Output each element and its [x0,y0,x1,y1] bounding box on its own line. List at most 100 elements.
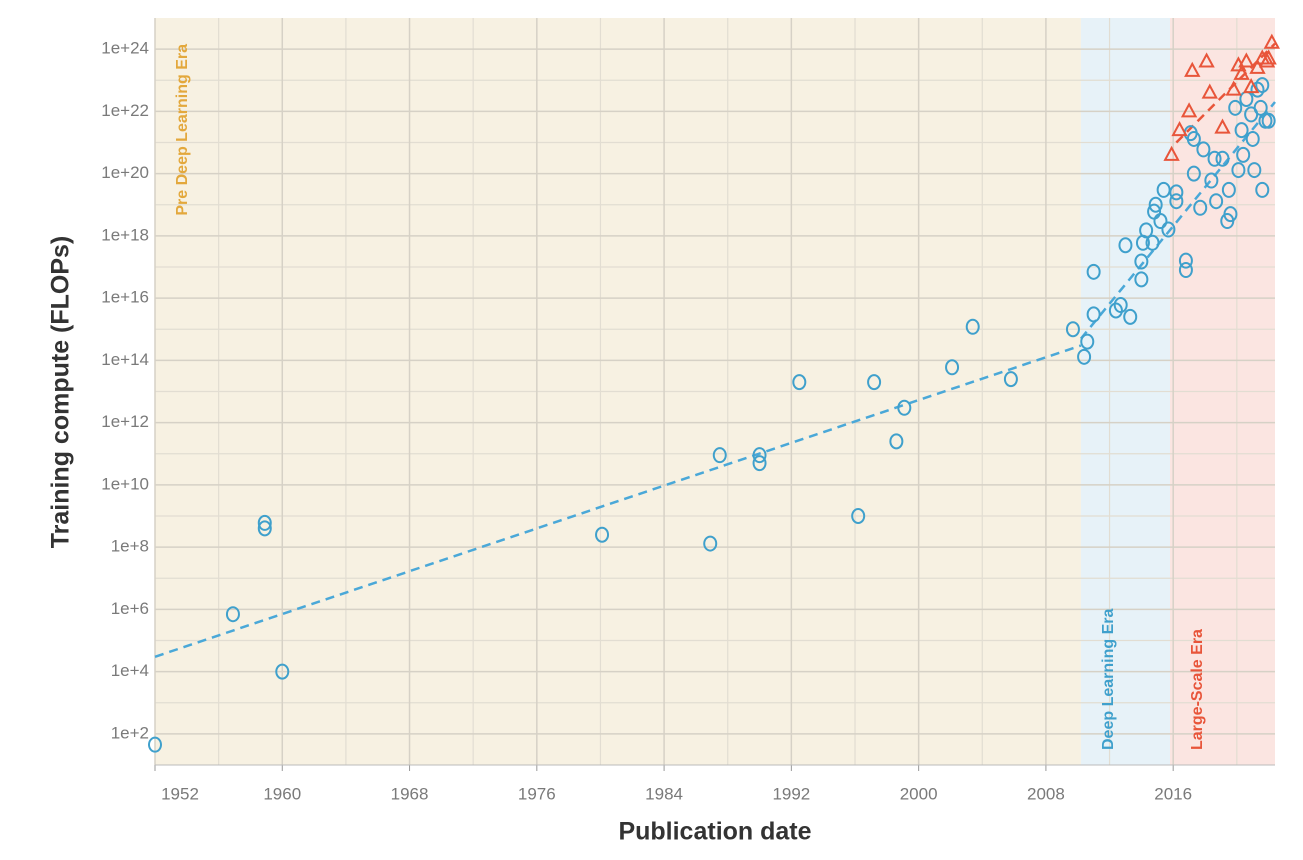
data-point [148,736,162,753]
data-point [897,399,912,416]
data-point [1236,146,1251,163]
data-point [792,374,807,391]
data-point [1255,181,1270,198]
y-tick-label: 1e+22 [101,101,149,120]
x-tick-label: 1992 [772,784,810,803]
data-point [1156,181,1171,198]
data-point [1207,150,1222,167]
x-tick-label: 1968 [391,784,429,803]
data-point [1186,130,1201,147]
data-point [752,455,767,472]
data-point [867,374,882,391]
data-point [1077,348,1092,365]
era-label: Large-Scale Era [1189,629,1206,750]
data-point [1245,130,1260,147]
data-point [1223,206,1238,223]
y-tick-label: 1e+12 [101,412,149,431]
data-point [1080,333,1095,350]
y-tick-label: 1e+24 [101,39,149,58]
y-tick-label: 1e+14 [101,350,149,369]
data-point [1263,33,1280,49]
data-point [1065,321,1080,338]
y-tick-label: 1e+20 [101,163,149,182]
trend-line [154,344,1082,658]
data-point [851,508,866,524]
data-point [1003,371,1018,388]
data-point [1086,306,1101,323]
y-tick-label: 1e+18 [101,225,149,244]
data-point [1123,308,1138,325]
data-point [1171,121,1188,137]
data-point [1255,77,1270,94]
data-point [1161,221,1176,238]
y-tick-label: 1e+6 [111,599,149,618]
data-point [1204,172,1219,189]
data-point [1169,184,1184,201]
data-point [1247,162,1262,179]
data-point [1253,99,1268,116]
data-point [712,447,727,464]
x-tick-label: 1952 [161,784,199,803]
data-point [1238,52,1255,68]
data-point [595,526,610,543]
data-point [225,606,240,623]
data-point [257,520,272,537]
y-tick-label: 1e+2 [111,723,149,742]
era-label: Deep Learning Era [1100,609,1117,750]
data-point [1086,263,1101,280]
x-axis-title: Publication date [618,818,811,846]
y-tick-label: 1e+16 [101,288,149,307]
data-point [1169,193,1184,210]
data-point [965,318,980,335]
data-point [257,514,272,531]
x-tick-label: 2016 [1154,784,1192,803]
data-point [1221,181,1236,198]
x-tick-label: 2000 [900,784,938,803]
data-point [1148,196,1163,213]
data-point [752,447,767,464]
data-point [1225,80,1242,96]
data-point [1108,302,1123,319]
data-point [1261,112,1276,129]
trend-line [1079,101,1276,340]
data-point [1153,213,1168,230]
data-point [1139,222,1154,239]
data-point [1145,234,1160,251]
data-point [1198,52,1215,68]
x-tick-label: 1984 [645,784,683,803]
data-point [703,535,718,552]
data-point [1193,199,1208,216]
y-tick-label: 1e+10 [101,474,149,493]
data-point [1180,102,1198,118]
data-point [1118,237,1133,254]
data-point [1228,99,1243,116]
marks-layer [148,33,1280,753]
x-tick-label: 2008 [1027,784,1065,803]
data-point [945,359,960,376]
y-axis-title: Training compute (FLOPs) [47,236,75,549]
data-point [1178,262,1193,279]
data-point [1196,141,1211,158]
data-point [1201,83,1218,99]
data-point [1214,118,1231,134]
data-point [275,663,290,680]
data-point [1184,61,1201,77]
data-point [1260,49,1277,65]
era-label: Pre Deep Learning Era [174,44,191,216]
data-point [1234,122,1249,139]
data-point [1178,252,1193,269]
data-point [1215,150,1230,167]
x-tick-label: 1960 [263,784,301,803]
x-tick-label: 1976 [518,784,556,803]
data-point [1231,162,1246,179]
data-point [1134,253,1149,270]
y-tick-label: 1e+8 [111,537,149,556]
data-point [1163,145,1180,161]
data-point [1113,297,1128,314]
data-point [1233,64,1250,80]
data-point [1209,193,1224,210]
data-point [1242,78,1260,94]
y-tick-label: 1e+4 [111,661,149,680]
data-point [1134,271,1149,288]
